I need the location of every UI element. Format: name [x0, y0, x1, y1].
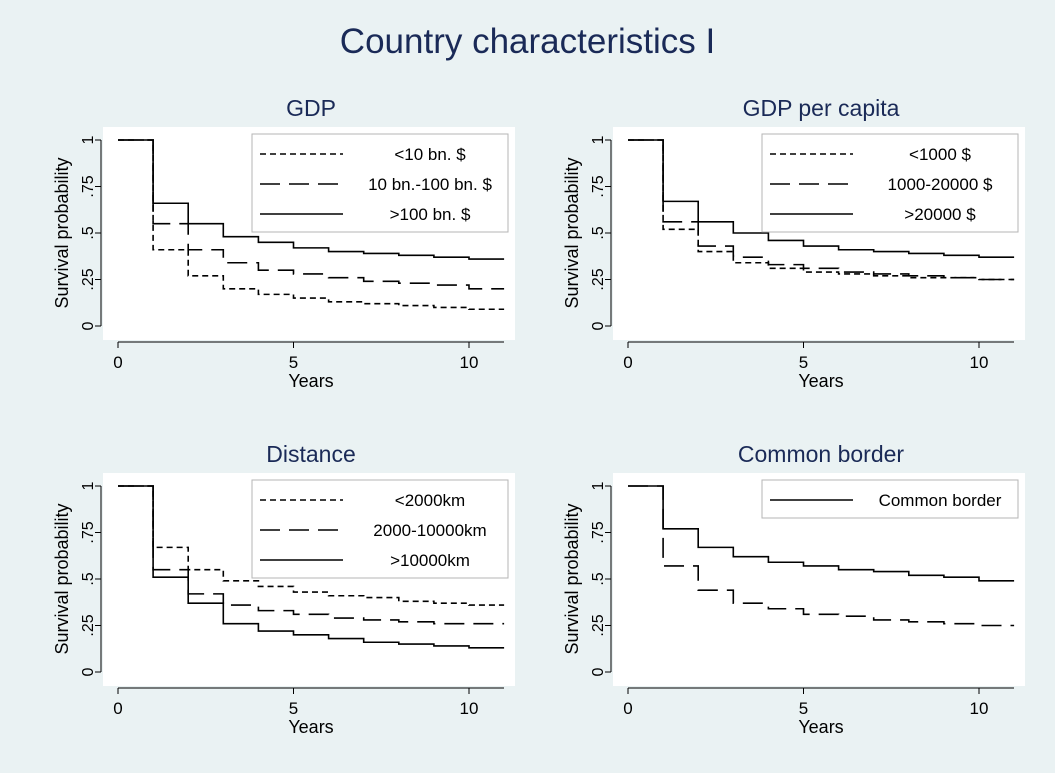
panel-title: GDP [286, 95, 336, 121]
y-tick-label: .5 [590, 572, 607, 585]
y-axis-label: Survival probability [52, 157, 72, 308]
y-tick-label: .75 [80, 521, 97, 543]
legend-label: >20000 $ [904, 205, 976, 224]
series-line-2 [118, 139, 505, 290]
x-tick-label: 10 [460, 353, 479, 372]
legend-label: >100 bn. $ [390, 205, 471, 224]
legend-label: 1000-20000 $ [888, 175, 993, 194]
x-axis-label: Years [798, 717, 843, 737]
y-tick-label: .5 [590, 226, 607, 239]
y-axis-label: Survival probability [562, 157, 582, 308]
y-tick-label: 0 [80, 667, 97, 676]
legend-box [761, 133, 1019, 233]
legend-label: 10 bn.-100 bn. $ [368, 175, 492, 194]
x-tick-label: 5 [799, 353, 808, 372]
x-tick-label: 5 [799, 699, 808, 718]
series-line-1 [628, 139, 1015, 281]
chart-panel-4: Common border 0 .25 .5 .75 1 Survival probabil… [562, 441, 1025, 737]
y-tick-label: 1 [590, 481, 607, 490]
legend-box [251, 133, 509, 233]
y-axis-label: Survival probability [52, 503, 72, 654]
legend-label: <2000km [395, 491, 465, 510]
panel-title: Distance [266, 441, 355, 467]
x-tick-label: 10 [970, 699, 989, 718]
chart-panel-3: Distance 0 .25 .5 .75 1 Survival probability 0 5… [52, 441, 515, 737]
x-tick-label: 5 [289, 353, 298, 372]
y-tick-label: 1 [80, 481, 97, 490]
series-line-1 [118, 139, 505, 311]
panel-title: GDP per capita [743, 95, 900, 121]
x-tick-label: 10 [970, 353, 989, 372]
chart-panel-2: GDP per capita 0 .25 .5 .75 1 Survival probabi… [562, 95, 1025, 391]
y-tick-label: 0 [590, 321, 607, 330]
x-axis-label: Years [288, 717, 333, 737]
series-line-3 [118, 139, 505, 260]
figure-title: Country characteristics I [339, 22, 716, 61]
y-tick-label: .25 [80, 268, 97, 290]
y-tick-label: .25 [80, 614, 97, 636]
y-tick-label: .75 [80, 175, 97, 197]
panel-title: Common border [738, 441, 905, 467]
legend-label: Common border [879, 491, 1002, 510]
x-tick-label: 0 [113, 699, 122, 718]
x-tick-label: 0 [623, 353, 632, 372]
series-line-1 [628, 485, 1015, 582]
legend-label: <10 bn. $ [394, 145, 466, 164]
legend-label: 2000-10000km [373, 521, 486, 540]
series-line-3 [118, 485, 505, 649]
y-axis-label: Survival probability [562, 503, 582, 654]
legend-label: <1000 $ [909, 145, 971, 164]
x-axis-label: Years [288, 371, 333, 391]
y-tick-label: 1 [80, 135, 97, 144]
y-tick-label: .75 [590, 175, 607, 197]
x-tick-label: 10 [460, 699, 479, 718]
series-line-3 [628, 139, 1015, 258]
y-tick-label: .25 [590, 268, 607, 290]
x-tick-label: 0 [623, 699, 632, 718]
y-tick-label: .25 [590, 614, 607, 636]
legend-label: >10000km [390, 551, 470, 570]
legend-box [251, 479, 509, 579]
y-tick-label: 1 [590, 135, 607, 144]
x-tick-label: 0 [113, 353, 122, 372]
y-tick-label: .75 [590, 521, 607, 543]
y-tick-label: 0 [590, 667, 607, 676]
chart-panel-1: GDP 0 .25 .5 .75 1 Survival probability 0 5 10 Yea… [52, 95, 515, 391]
y-tick-label: 0 [80, 321, 97, 330]
series-line-1 [118, 485, 505, 606]
legend-box [761, 479, 1019, 519]
x-axis-label: Years [798, 371, 843, 391]
y-tick-label: .5 [80, 226, 97, 239]
series-line-2 [628, 139, 1015, 281]
x-tick-label: 5 [289, 699, 298, 718]
y-tick-label: .5 [80, 572, 97, 585]
series-line-2 [628, 485, 1015, 627]
